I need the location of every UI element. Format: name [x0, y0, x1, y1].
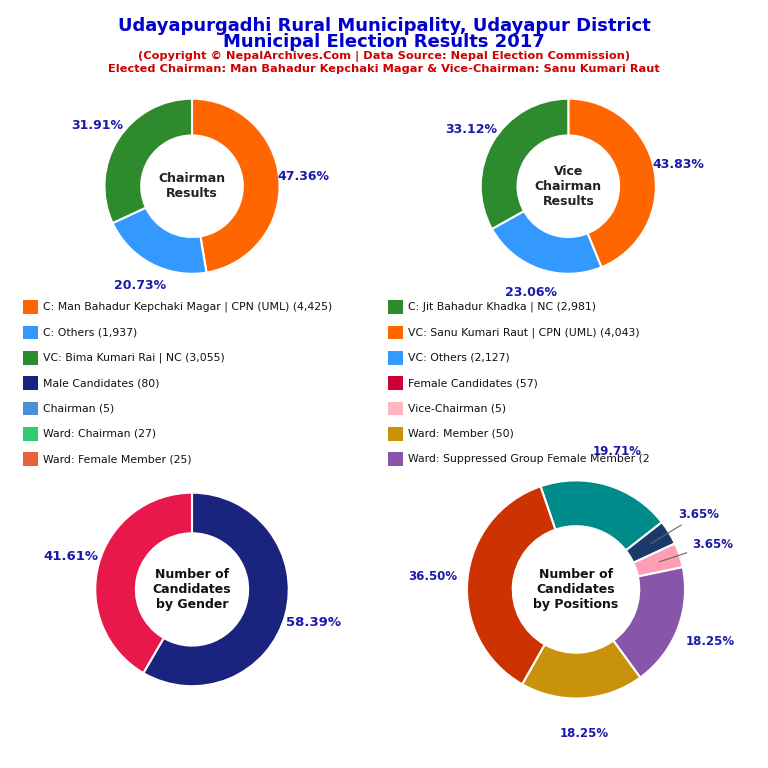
Text: 18.25%: 18.25%	[560, 727, 608, 740]
Text: Udayapurgadhi Rural Municipality, Udayapur District: Udayapurgadhi Rural Municipality, Udayap…	[118, 17, 650, 35]
Text: 47.36%: 47.36%	[278, 170, 329, 184]
Text: 36.50%: 36.50%	[408, 570, 457, 583]
Text: (Copyright © NepalArchives.Com | Data Source: Nepal Election Commission): (Copyright © NepalArchives.Com | Data So…	[138, 51, 630, 61]
Text: 3.65%: 3.65%	[651, 508, 720, 544]
Text: Elected Chairman: Man Bahadur Kepchaki Magar & Vice-Chairman: Sanu Kumari Raut: Elected Chairman: Man Bahadur Kepchaki M…	[108, 64, 660, 74]
Wedge shape	[634, 544, 683, 577]
Wedge shape	[95, 493, 192, 673]
Text: 41.61%: 41.61%	[43, 550, 98, 563]
Text: 19.71%: 19.71%	[592, 445, 641, 458]
Wedge shape	[626, 522, 675, 563]
Text: 18.25%: 18.25%	[686, 634, 735, 647]
Wedge shape	[568, 99, 656, 267]
Text: Ward: Chairman (27): Ward: Chairman (27)	[43, 429, 156, 439]
Text: Ward: Female Member (25): Ward: Female Member (25)	[43, 454, 192, 465]
Text: Ward: Suppressed Group Female Member (2: Ward: Suppressed Group Female Member (2	[408, 454, 650, 465]
Wedge shape	[192, 99, 280, 273]
Wedge shape	[481, 99, 568, 229]
Text: C: Jit Bahadur Khadka | NC (2,981): C: Jit Bahadur Khadka | NC (2,981)	[408, 302, 596, 313]
Text: VC: Bima Kumari Rai | NC (3,055): VC: Bima Kumari Rai | NC (3,055)	[43, 353, 225, 363]
Wedge shape	[614, 568, 685, 677]
Text: Male Candidates (80): Male Candidates (80)	[43, 378, 160, 389]
Wedge shape	[144, 493, 289, 686]
Text: C: Others (1,937): C: Others (1,937)	[43, 327, 137, 338]
Text: 23.06%: 23.06%	[505, 286, 558, 299]
Text: Ward: Member (50): Ward: Member (50)	[408, 429, 514, 439]
Wedge shape	[492, 211, 601, 273]
Text: 33.12%: 33.12%	[445, 123, 498, 136]
Wedge shape	[467, 486, 555, 684]
Text: 20.73%: 20.73%	[114, 279, 166, 292]
Text: 58.39%: 58.39%	[286, 616, 341, 629]
Wedge shape	[113, 207, 207, 273]
Text: C: Man Bahadur Kepchaki Magar | CPN (UML) (4,425): C: Man Bahadur Kepchaki Magar | CPN (UML…	[43, 302, 333, 313]
Text: Vice
Chairman
Results: Vice Chairman Results	[535, 165, 602, 207]
Text: Number of
Candidates
by Gender: Number of Candidates by Gender	[153, 568, 231, 611]
Text: Vice-Chairman (5): Vice-Chairman (5)	[408, 403, 506, 414]
Text: Chairman
Results: Chairman Results	[158, 172, 226, 200]
Text: Number of
Candidates
by Positions: Number of Candidates by Positions	[533, 568, 619, 611]
Wedge shape	[541, 481, 662, 551]
Text: VC: Others (2,127): VC: Others (2,127)	[408, 353, 509, 363]
Wedge shape	[104, 99, 192, 223]
Wedge shape	[522, 641, 641, 698]
Text: Female Candidates (57): Female Candidates (57)	[408, 378, 538, 389]
Text: VC: Sanu Kumari Raut | CPN (UML) (4,043): VC: Sanu Kumari Raut | CPN (UML) (4,043)	[408, 327, 640, 338]
Text: 3.65%: 3.65%	[660, 538, 733, 562]
Text: 43.83%: 43.83%	[652, 158, 704, 171]
Text: Chairman (5): Chairman (5)	[43, 403, 114, 414]
Text: Municipal Election Results 2017: Municipal Election Results 2017	[223, 33, 545, 51]
Text: 31.91%: 31.91%	[71, 120, 124, 132]
